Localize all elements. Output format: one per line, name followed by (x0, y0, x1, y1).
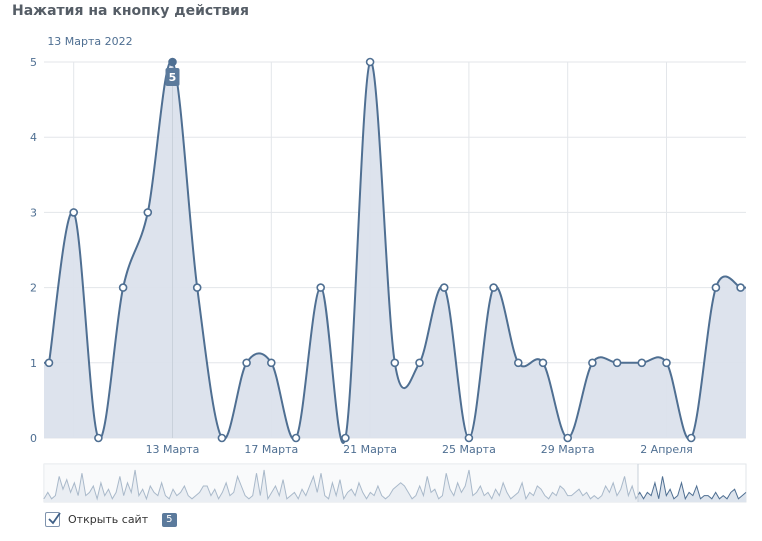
x-tick-label: 29 Марта (541, 443, 595, 456)
x-tick-label: 21 Марта (343, 443, 397, 456)
checkmark-icon (48, 512, 61, 525)
data-point[interactable] (439, 283, 449, 292)
y-tick-label: 0 (30, 432, 37, 445)
data-point[interactable] (415, 358, 424, 368)
data-point[interactable] (291, 433, 301, 443)
data-point[interactable] (513, 358, 523, 368)
data-point[interactable] (365, 57, 375, 67)
data-point[interactable] (563, 433, 573, 443)
data-point[interactable] (217, 433, 227, 443)
series-checkbox[interactable] (45, 512, 61, 527)
x-tick-label: 2 Апреля (640, 443, 693, 456)
data-point[interactable] (94, 433, 103, 443)
y-tick-label: 3 (30, 206, 37, 219)
data-point[interactable] (464, 433, 474, 443)
data-point[interactable] (341, 433, 350, 443)
data-point-highlighted[interactable] (168, 57, 177, 67)
data-point[interactable] (538, 358, 548, 368)
data-point[interactable] (118, 283, 128, 292)
chart-title: Нажатия на кнопку действия (12, 3, 249, 19)
tooltip-value: 5 (169, 71, 177, 84)
legend-series-label[interactable]: Открыть сайт (68, 513, 149, 526)
tooltip-badge (165, 68, 180, 86)
x-tick-label: 13 Марта (146, 443, 200, 456)
legend-series-value: 5 (162, 512, 177, 527)
data-point[interactable] (242, 358, 251, 368)
data-point[interactable] (192, 283, 202, 292)
tooltip-date: 13 Марта 2022 (47, 35, 132, 48)
navigator-selection[interactable] (44, 464, 638, 502)
x-tick-label: 17 Марта (244, 443, 298, 456)
data-point[interactable] (637, 358, 647, 368)
x-tick-label: 25 Марта (442, 443, 496, 456)
data-point[interactable] (69, 208, 78, 217)
data-point[interactable] (44, 358, 54, 368)
data-point[interactable] (662, 358, 671, 368)
data-point[interactable] (711, 283, 721, 292)
data-point[interactable] (390, 358, 400, 368)
y-tick-label: 5 (30, 56, 37, 69)
data-point[interactable] (736, 283, 745, 292)
data-point[interactable] (686, 433, 696, 443)
data-point[interactable] (143, 208, 153, 217)
y-tick-label: 4 (30, 131, 37, 144)
y-tick-label: 2 (30, 282, 37, 295)
data-point[interactable] (612, 358, 622, 368)
data-point[interactable] (316, 283, 326, 292)
data-point[interactable] (489, 283, 498, 292)
series-line (44, 60, 746, 444)
legend: Открыть сайт 5 (45, 512, 177, 527)
y-tick-label: 1 (30, 357, 37, 370)
data-point[interactable] (588, 358, 597, 368)
data-point[interactable] (266, 358, 276, 368)
area-chart[interactable]: 0 1 2 3 4 5 13 Марта 17 Марта 21 Марта 25 Марта 29… (0, 0, 762, 510)
